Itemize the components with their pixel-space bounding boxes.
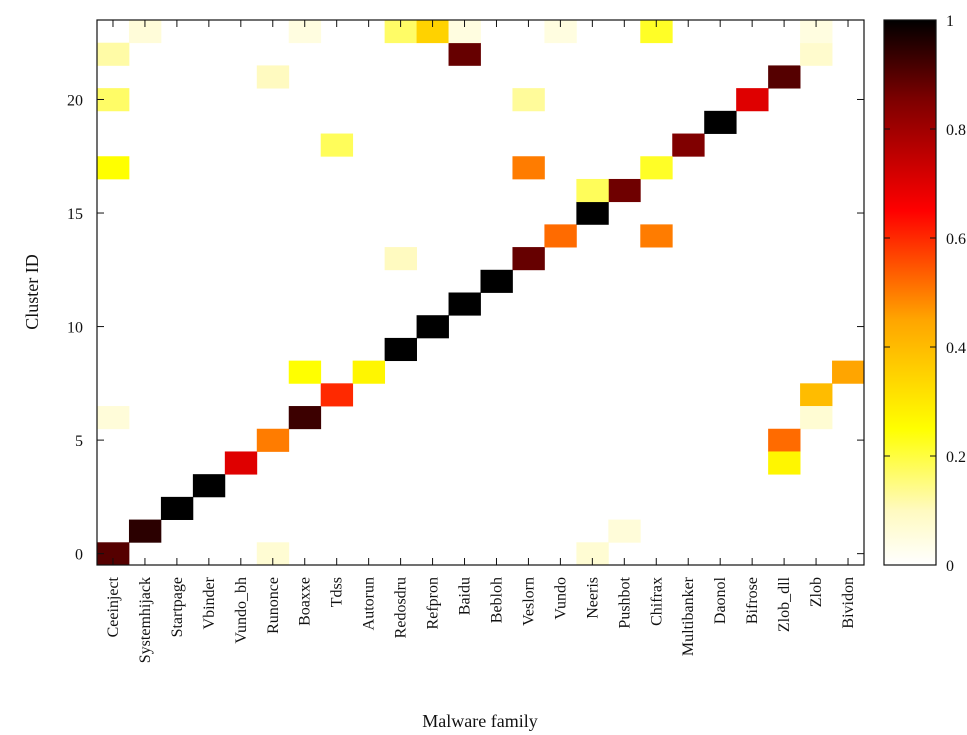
heatmap-cell: [544, 224, 577, 248]
heatmap-cell: [768, 451, 801, 475]
x-tick-label: Baidu: [457, 577, 474, 615]
heatmap-cell: [704, 110, 737, 134]
x-tick-label: Vundo_bh: [233, 577, 250, 644]
heatmap-cell: [640, 20, 673, 44]
heatmap-cell: [800, 406, 833, 430]
heatmap-cell: [576, 201, 609, 225]
heatmap-cell: [768, 428, 801, 452]
heatmap-cell: [320, 383, 354, 407]
x-tick-label: Redosdru: [393, 577, 410, 638]
heatmap-cell: [448, 292, 481, 316]
x-tick-label: Neeris: [584, 577, 601, 619]
heatmap-cell: [352, 360, 386, 384]
heatmap-cell: [97, 156, 130, 180]
heatmap-cell: [576, 178, 609, 203]
heatmap-cell: [448, 20, 481, 44]
heatmap-cell: [832, 360, 865, 384]
heatmap-cell: [640, 156, 673, 180]
x-tick-label: Chifrax: [648, 577, 665, 626]
x-tick-label: Vundo: [552, 577, 569, 620]
heatmap-cell: [576, 542, 609, 566]
x-tick-label: Autorun: [361, 577, 378, 630]
y-tick-label: 15: [67, 206, 83, 223]
heatmap-cell: [97, 542, 130, 566]
y-tick-label: 5: [75, 433, 83, 450]
colorbar-ticks: 0 0.2 0.4 0.6 0.8 1: [884, 13, 966, 575]
heatmap-cell: [800, 20, 833, 44]
y-tick-label: 0: [75, 547, 83, 564]
heatmap-cell: [256, 428, 290, 452]
heatmap-cell: [288, 406, 322, 430]
x-tick-label: Tdss: [329, 577, 346, 607]
y-axis-ticks: 0 5 10 15 20: [67, 92, 864, 564]
colorbar-tick-label: 0.2: [946, 449, 966, 466]
heatmap-cell: [256, 65, 290, 89]
y-tick-label: 10: [67, 320, 83, 337]
x-tick-label: Pushbot: [616, 576, 633, 628]
heatmap-cell: [97, 88, 130, 112]
colorbar-tick-label: 0.4: [946, 340, 966, 357]
colorbar-tick-label: 0.6: [946, 231, 966, 248]
heatmap-cell: [256, 542, 290, 566]
x-tick-label: Zlob: [808, 577, 825, 607]
heatmap-cell: [384, 20, 417, 44]
heatmap-cell: [544, 20, 577, 44]
heatmap-cell: [480, 269, 513, 293]
x-tick-label: Daonol: [712, 576, 729, 624]
heatmap-cell: [416, 315, 449, 339]
heatmap-cell: [288, 360, 322, 384]
x-tick-label: Bividon: [840, 577, 857, 629]
x-tick-label: Systemhijack: [137, 577, 154, 663]
heatmap-cell: [416, 20, 449, 44]
x-tick-label: Refpron: [425, 577, 442, 629]
heatmap-cell: [128, 20, 162, 44]
heatmap-cell: [512, 156, 545, 180]
heatmap-cell: [128, 519, 162, 543]
colorbar-tick-label: 0.8: [946, 122, 966, 139]
colorbar-tick-label: 0: [946, 558, 954, 575]
x-tick-label: Zlob_dll: [776, 576, 793, 632]
y-axis-title: Cluster ID: [22, 254, 42, 330]
x-tick-label: Startpage: [169, 577, 186, 637]
heatmap-cell: [384, 247, 417, 271]
x-axis-ticks: Ceeinject Systemhijack Startpage Vbinder Vun…: [105, 20, 857, 663]
heatmap-cell: [736, 88, 769, 112]
x-tick-label: Bebloh: [488, 577, 505, 623]
heatmap-cell: [800, 383, 833, 407]
heatmap-cell: [224, 451, 258, 475]
heatmap-cell: [288, 20, 322, 44]
x-tick-label: Vbinder: [201, 576, 218, 629]
heatmap-cell: [640, 224, 673, 248]
heatmap-cell: [608, 178, 641, 203]
heatmap-cell: [512, 247, 545, 271]
colorbar-gradient: [883, 19, 937, 566]
plot-frame: [96, 19, 865, 566]
colorbar-tick-label: 1: [946, 13, 954, 30]
heatmap-cell: [512, 88, 545, 112]
heatmap-cell: [448, 42, 481, 66]
heatmap-cells: [97, 20, 865, 566]
heatmap-cell: [97, 406, 130, 430]
heatmap-cell: [672, 133, 705, 157]
colorbar: 0 0.2 0.4 0.6 0.8 1: [883, 13, 966, 575]
heatmap-cell: [768, 65, 801, 89]
x-tick-label: Veslorn: [520, 577, 537, 626]
x-tick-label: Bifrose: [744, 577, 761, 624]
heatmap-cell: [160, 496, 194, 520]
x-axis-title: Malware family: [422, 711, 537, 731]
x-tick-label: Ceeinject: [105, 576, 122, 637]
heatmap-cell: [800, 42, 833, 66]
heatmap-cell: [97, 42, 130, 66]
heatmap-cell: [320, 133, 354, 157]
heatmap-cell: [608, 519, 641, 543]
heatmap-cell: [192, 474, 226, 498]
x-tick-label: Multibanker: [680, 576, 697, 656]
heatmap-cell: [384, 337, 417, 362]
x-tick-label: Runonce: [265, 577, 282, 634]
y-tick-label: 20: [67, 92, 83, 109]
x-tick-label: Boaxxe: [297, 577, 314, 626]
